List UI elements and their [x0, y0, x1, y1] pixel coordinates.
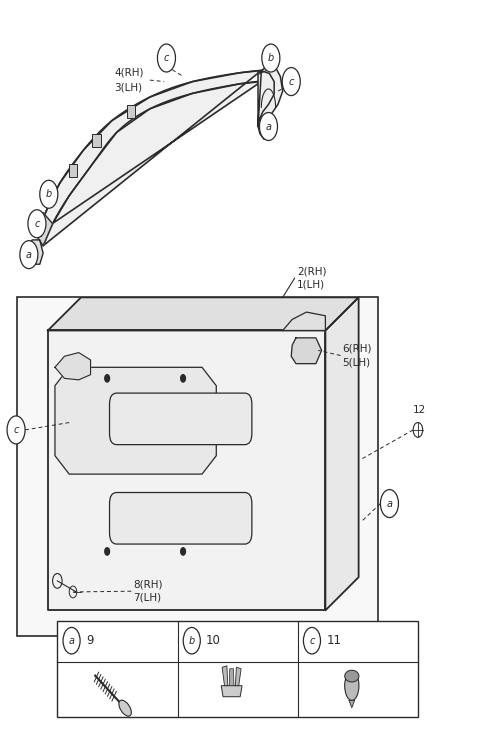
Polygon shape [325, 298, 359, 611]
Circle shape [7, 416, 25, 444]
Text: 9: 9 [86, 634, 93, 647]
Text: 10: 10 [206, 634, 221, 647]
Circle shape [63, 628, 80, 654]
Text: c: c [164, 53, 169, 63]
Text: b: b [268, 53, 274, 63]
Ellipse shape [119, 700, 132, 716]
Circle shape [40, 180, 58, 209]
Polygon shape [229, 669, 234, 686]
Text: c: c [34, 219, 40, 229]
Circle shape [180, 548, 185, 555]
Text: 8(RH): 8(RH) [133, 580, 163, 590]
Text: b: b [189, 636, 195, 646]
Text: a: a [265, 122, 272, 131]
Text: 3(LH): 3(LH) [114, 82, 143, 93]
Bar [17, 298, 378, 636]
Circle shape [282, 68, 300, 96]
Ellipse shape [345, 670, 359, 682]
Circle shape [20, 240, 38, 269]
Text: b: b [46, 189, 52, 200]
Polygon shape [235, 667, 241, 686]
Text: c: c [288, 76, 294, 87]
FancyBboxPatch shape [109, 393, 252, 444]
Circle shape [105, 548, 109, 555]
Text: a: a [386, 499, 393, 508]
Bar [93, 134, 101, 147]
Polygon shape [48, 298, 359, 330]
Polygon shape [48, 330, 325, 611]
Polygon shape [55, 352, 91, 380]
Text: 4(RH): 4(RH) [114, 68, 144, 78]
Circle shape [262, 44, 280, 72]
Text: 6(RH): 6(RH) [342, 344, 372, 354]
Circle shape [157, 44, 176, 72]
Polygon shape [222, 666, 228, 686]
Circle shape [183, 628, 200, 654]
Text: 5(LH): 5(LH) [342, 357, 370, 367]
Text: 11: 11 [326, 634, 341, 647]
Polygon shape [349, 700, 355, 708]
Polygon shape [283, 312, 325, 330]
Circle shape [28, 210, 46, 237]
FancyBboxPatch shape [109, 493, 252, 544]
Polygon shape [36, 70, 261, 246]
Polygon shape [291, 338, 322, 364]
Text: 7(LH): 7(LH) [133, 593, 161, 603]
Text: 2(RH): 2(RH) [297, 266, 326, 277]
Circle shape [381, 490, 398, 518]
Text: a: a [26, 249, 32, 260]
Polygon shape [36, 213, 53, 246]
Circle shape [303, 628, 321, 654]
Text: 1(LH): 1(LH) [297, 279, 325, 289]
Circle shape [105, 375, 109, 382]
Polygon shape [258, 65, 283, 126]
Text: c: c [309, 636, 315, 646]
Text: a: a [69, 636, 74, 646]
Bar [69, 164, 77, 177]
Bar [57, 621, 418, 717]
Circle shape [180, 375, 185, 382]
Circle shape [260, 113, 277, 140]
Polygon shape [55, 367, 216, 474]
Ellipse shape [345, 671, 359, 700]
Polygon shape [221, 686, 242, 697]
Text: 12: 12 [413, 405, 426, 415]
Bar [127, 105, 135, 119]
Text: c: c [13, 425, 19, 435]
Polygon shape [258, 124, 273, 139]
Polygon shape [26, 240, 43, 264]
